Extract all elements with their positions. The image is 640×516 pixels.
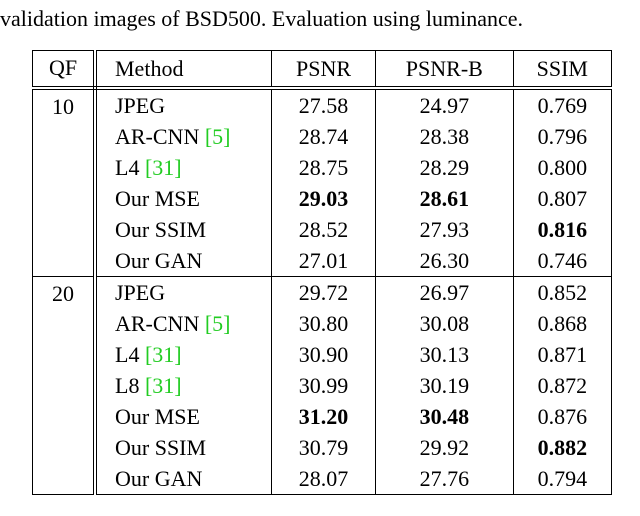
table-row: Our GAN 28.07 27.76 0.794 [33, 463, 613, 495]
citation: [31] [144, 154, 182, 180]
method-name: Our GAN [115, 465, 203, 491]
value-cell: 28.38 [375, 121, 514, 152]
value-cell: 28.74 [271, 121, 376, 152]
value-cell: 0.746 [512, 245, 613, 277]
method-cell: Our GAN [94, 463, 272, 495]
method-name: Our SSIM [115, 434, 207, 460]
method-cell: Our SSIM [94, 214, 272, 245]
value-cell: 28.52 [271, 214, 376, 245]
citation: [31] [144, 372, 182, 398]
qf-cell: 20 [32, 276, 97, 495]
table-row: Our SSIM 28.52 27.93 0.816 [33, 214, 613, 245]
method-cell: Our SSIM [94, 432, 272, 463]
method-name: Our MSE [115, 403, 200, 429]
method-cell: L8 [31] [94, 370, 272, 401]
value-cell: 0.800 [512, 152, 613, 183]
value-cell: 0.794 [512, 463, 613, 495]
method-cell: L4 [31] [94, 152, 272, 183]
value-cell: 29.72 [271, 276, 376, 308]
value-cell: 28.29 [375, 152, 514, 183]
value-cell: 27.93 [375, 214, 514, 245]
value-cell: 0.807 [512, 183, 613, 214]
method-cell: JPEG [94, 276, 272, 308]
value-cell: 0.872 [512, 370, 613, 401]
table-row: Our MSE 29.03 28.61 0.807 [33, 183, 613, 214]
table-row: L4 [31] 30.90 30.13 0.871 [33, 339, 613, 370]
value-cell: 30.79 [271, 432, 376, 463]
method-cell: Our GAN [94, 245, 272, 277]
value-cell: 28.61 [375, 183, 514, 214]
value-cell: 0.871 [512, 339, 613, 370]
value-cell: 28.07 [271, 463, 376, 495]
method-cell: Our MSE [94, 401, 272, 432]
value-cell: 27.58 [271, 87, 376, 121]
table-row: AR-CNN [5] 28.74 28.38 0.796 [33, 121, 613, 152]
method-name: JPEG [115, 279, 166, 305]
value-cell: 0.852 [512, 276, 613, 308]
table-row: Our MSE 31.20 30.48 0.876 [33, 401, 613, 432]
value-cell: 27.76 [375, 463, 514, 495]
value-cell: 30.13 [375, 339, 514, 370]
value-cell: 24.97 [375, 87, 514, 121]
method-cell: L4 [31] [94, 339, 272, 370]
value-cell: 30.08 [375, 308, 514, 339]
header-cell: QF [32, 50, 97, 90]
value-cell: 26.97 [375, 276, 514, 308]
table-row: AR-CNN [5] 30.80 30.08 0.868 [33, 308, 613, 339]
table-body: 10 JPEG 27.58 24.97 0.769 AR-CNN [5] 28.74 28.3… [32, 87, 613, 495]
value-cell: 30.99 [271, 370, 376, 401]
method-name: AR-CNN [115, 310, 200, 336]
qf-cell: 10 [32, 87, 97, 277]
method-name: Our MSE [115, 185, 200, 211]
table-header: QF Method PSNR PSNR-B SSIM [32, 50, 613, 90]
value-cell: 0.876 [512, 401, 613, 432]
method-name: L8 [115, 372, 140, 398]
method-cell: AR-CNN [5] [94, 308, 272, 339]
method-cell: JPEG [94, 87, 272, 121]
method-name: JPEG [115, 92, 166, 118]
table-row: Our GAN 27.01 26.30 0.746 [33, 245, 613, 277]
citation: [31] [144, 341, 182, 367]
citation: [5] [204, 310, 231, 336]
value-cell: 0.868 [512, 308, 613, 339]
table-row: 10 JPEG 27.58 24.97 0.769 [32, 87, 613, 277]
value-cell: 0.796 [512, 121, 613, 152]
value-cell: 30.48 [375, 401, 514, 432]
value-cell: 26.30 [375, 245, 514, 277]
value-cell: 30.80 [271, 308, 376, 339]
value-cell: 29.03 [271, 183, 376, 214]
method-name: AR-CNN [115, 123, 200, 149]
value-cell: 28.75 [271, 152, 376, 183]
table-row: Our SSIM 30.79 29.92 0.882 [33, 432, 613, 463]
value-cell: 29.92 [375, 432, 514, 463]
method-cell: AR-CNN [5] [94, 121, 272, 152]
method-name: L4 [115, 154, 140, 180]
header-cell: SSIM [512, 50, 613, 90]
method-name: Our SSIM [115, 216, 207, 242]
table-row: 20 JPEG 29.72 26.97 0.852 [32, 276, 613, 495]
value-cell: 31.20 [271, 401, 376, 432]
header-row: QF Method PSNR PSNR-B SSIM [32, 50, 613, 90]
method-name: Our GAN [115, 247, 203, 273]
value-cell: 27.01 [271, 245, 376, 277]
citation: [5] [204, 123, 231, 149]
caption: validation images of BSD500. Evaluation … [0, 6, 524, 31]
header-cell: PSNR-B [375, 50, 514, 90]
value-cell: 30.19 [375, 370, 514, 401]
table-row: L8 [31] 30.99 30.19 0.872 [33, 370, 613, 401]
value-cell: 0.882 [512, 432, 613, 463]
method-name: L4 [115, 341, 140, 367]
value-cell: 30.90 [271, 339, 376, 370]
header-cell: PSNR [271, 50, 376, 90]
value-cell: 0.769 [512, 87, 613, 121]
value-cell: 0.816 [512, 214, 613, 245]
table-row: L4 [31] 28.75 28.29 0.800 [33, 152, 613, 183]
method-cell: Our MSE [94, 183, 272, 214]
results-table: QF Method PSNR PSNR-B SSIM 10 JPEG 27.58 24.97 0… [32, 50, 613, 495]
header-cell: Method [94, 50, 272, 90]
